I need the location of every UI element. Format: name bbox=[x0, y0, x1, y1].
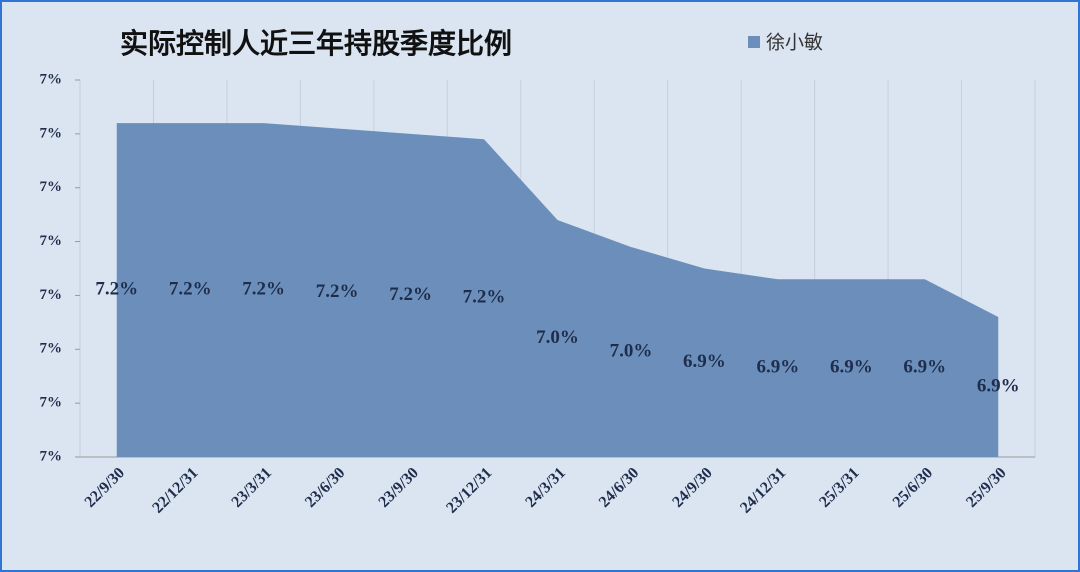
chart-title: 实际控制人近三年持股季度比例 bbox=[120, 27, 512, 60]
legend-label: 徐小敏 bbox=[766, 32, 823, 54]
y-tick-label: 7% bbox=[40, 395, 63, 411]
y-tick-label: 7% bbox=[40, 287, 63, 303]
data-label: 6.9% bbox=[683, 351, 726, 372]
data-label: 7.2% bbox=[95, 278, 138, 299]
y-tick-label: 7% bbox=[40, 125, 63, 141]
y-tick-label: 7% bbox=[40, 233, 63, 249]
data-label: 7.2% bbox=[316, 281, 359, 302]
data-label: 7.2% bbox=[169, 278, 212, 299]
data-label: 6.9% bbox=[977, 375, 1020, 396]
area bbox=[116, 123, 999, 457]
data-label: 7.0% bbox=[610, 340, 653, 361]
y-tick-label: 7% bbox=[40, 71, 63, 87]
data-label: 6.9% bbox=[903, 356, 946, 377]
data-label: 7.0% bbox=[536, 327, 579, 348]
y-tick-label: 7% bbox=[40, 341, 63, 357]
y-tick-label: 7% bbox=[40, 179, 63, 195]
data-label: 6.9% bbox=[830, 356, 873, 377]
data-label: 7.2% bbox=[463, 286, 506, 307]
data-label: 6.9% bbox=[757, 356, 800, 377]
legend-swatch bbox=[748, 36, 760, 48]
y-tick-label: 7% bbox=[40, 448, 63, 464]
data-label: 7.2% bbox=[242, 278, 285, 299]
data-label: 7.2% bbox=[389, 284, 432, 305]
